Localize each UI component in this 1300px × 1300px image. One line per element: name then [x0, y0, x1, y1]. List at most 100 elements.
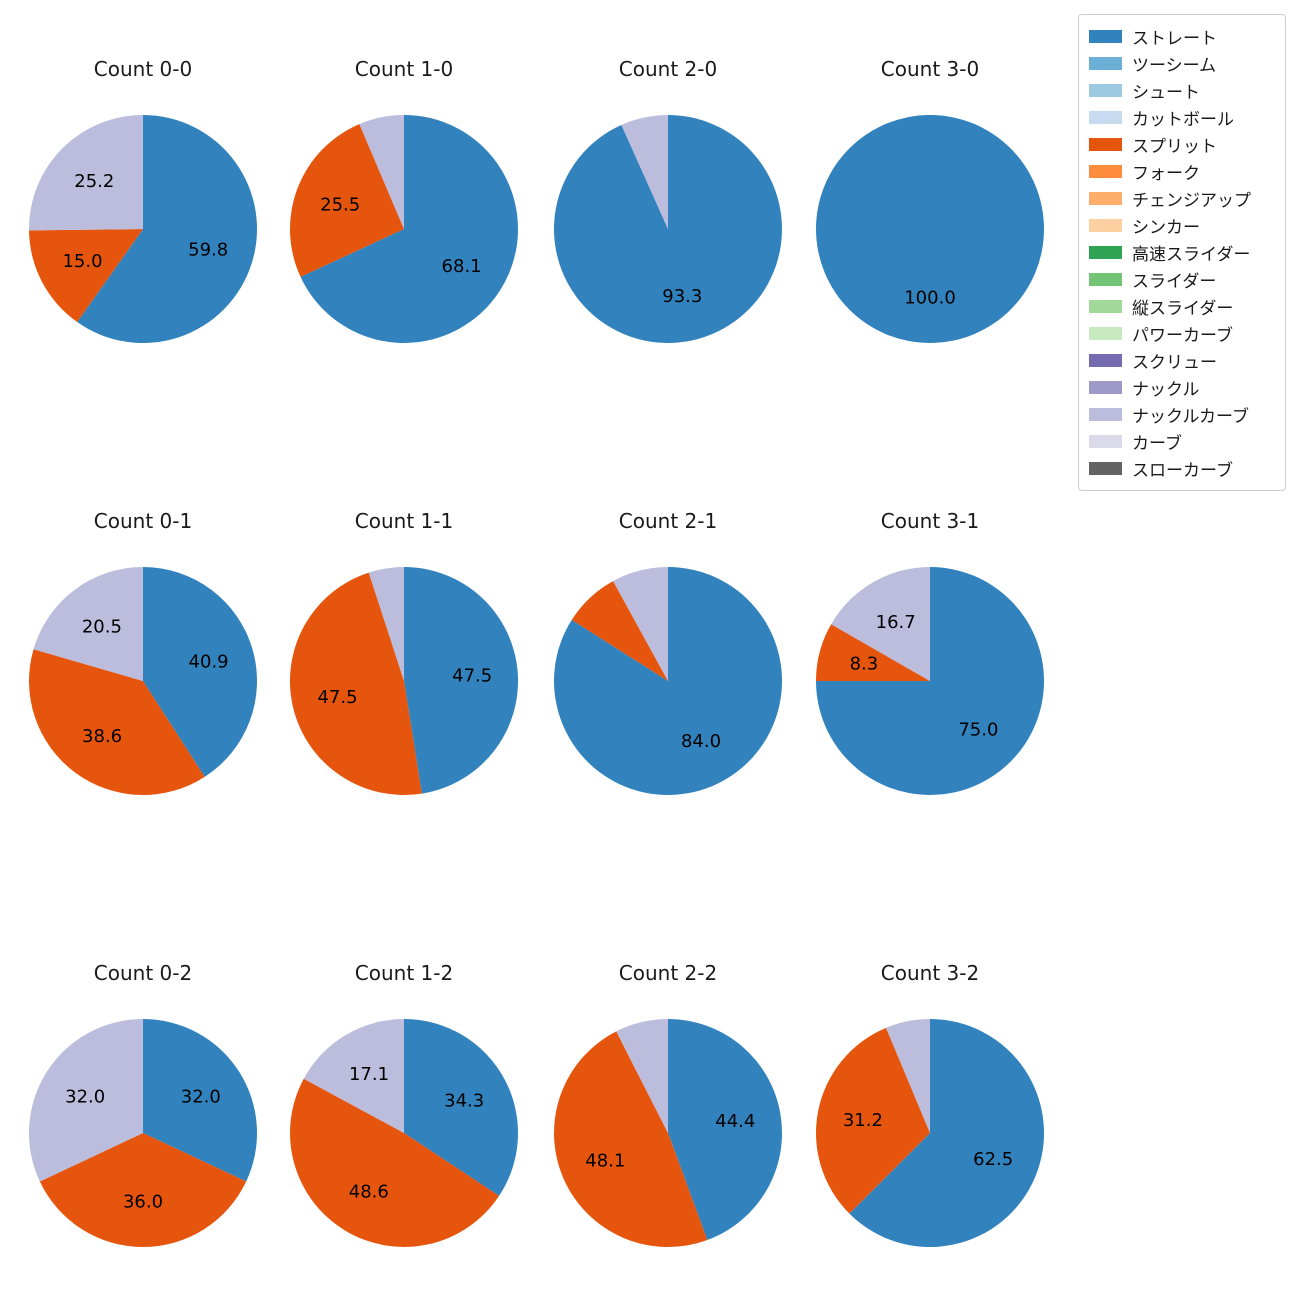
- pie-slice-スプリット: [29, 649, 205, 796]
- pie-title: Count 1-2: [354, 961, 454, 985]
- legend-item-label: シンカー: [1132, 218, 1200, 238]
- pie-slice-スプリット: [816, 624, 930, 681]
- pie-chart-count-2-0: Count 2-0 93.3: [538, 55, 798, 359]
- percent-label: 48.1: [585, 1150, 625, 1171]
- pie-chart-count-1-2: Count 1-2 34.3 48.6 17.1: [274, 959, 534, 1263]
- legend-item: ツーシーム: [1089, 50, 1275, 77]
- pie-slice-ナックルカーブ: [613, 567, 668, 681]
- legend-item: ストレート: [1089, 23, 1275, 50]
- legend-item-label: カーブ: [1132, 434, 1182, 454]
- legend-item: チェンジアップ: [1089, 185, 1275, 212]
- legend-item-label: スライダー: [1132, 272, 1217, 292]
- legend: ストレート ツーシーム シュート カットボール スプリット フォーク チェンジアップ シンカー…: [1078, 14, 1286, 491]
- percent-label: 44.4: [715, 1111, 755, 1132]
- pie-slice-ストレート: [404, 1019, 518, 1196]
- pie-title: Count 2-0: [618, 57, 718, 81]
- legend-color-swatch: [1089, 327, 1122, 340]
- pie-slice-ナックルカーブ: [621, 115, 668, 229]
- legend-color-swatch: [1089, 381, 1122, 394]
- pie-slice-ナックルカーブ: [616, 1019, 668, 1133]
- percent-label: 68.1: [442, 256, 482, 277]
- pie-svg: 100.0: [816, 115, 1044, 343]
- pie-slice-スプリット: [554, 1031, 708, 1247]
- pie-slice-ナックルカーブ: [831, 567, 930, 681]
- pie-svg: 40.9 38.6 20.5: [29, 567, 258, 796]
- pie-chart-count-1-1: Count 1-1 47.5 47.5: [274, 507, 534, 811]
- legend-color-swatch: [1089, 138, 1122, 151]
- legend-item-label: スクリュー: [1132, 353, 1217, 373]
- pie-title: Count 2-1: [618, 509, 718, 533]
- percent-label: 17.1: [349, 1064, 389, 1085]
- legend-item-label: ナックル: [1132, 380, 1200, 400]
- percent-label: 47.5: [452, 666, 492, 687]
- percent-label: 15.0: [62, 251, 102, 272]
- pie-slice-スプリット: [816, 1027, 930, 1214]
- legend-color-swatch: [1089, 246, 1122, 259]
- percent-label: 25.2: [74, 171, 114, 192]
- legend-item-label: カットボール: [1132, 110, 1234, 130]
- percent-label: 84.0: [681, 731, 721, 752]
- pie-slice-ナックルカーブ: [886, 1019, 930, 1133]
- legend-item: シンカー: [1089, 212, 1275, 239]
- percent-label: 40.9: [189, 652, 229, 673]
- pie-chart-count-0-0: Count 0-0 59.8 15.0 25.2: [13, 55, 273, 359]
- pie-slice-ストレート: [77, 115, 258, 343]
- percent-label: 48.6: [349, 1182, 389, 1203]
- pie-slice-スプリット: [289, 572, 422, 796]
- pie-slice-スプリット: [290, 1078, 500, 1247]
- pie-svg: 32.0 36.0 32.0: [28, 1019, 258, 1248]
- percent-label: 32.0: [65, 1086, 105, 1107]
- legend-item: カットボール: [1089, 104, 1275, 131]
- percent-label: 8.3: [850, 653, 879, 674]
- pie-chart-count-1-0: Count 1-0 68.1 25.5: [274, 55, 534, 359]
- legend-color-swatch: [1089, 219, 1122, 232]
- legend-item: パワーカーブ: [1089, 320, 1275, 347]
- legend-item-label: 高速スライダー: [1132, 245, 1251, 265]
- pie-slice-ストレート: [143, 1019, 258, 1182]
- pie-slice-ストレート: [816, 115, 1044, 343]
- pie-svg: 75.0 8.3 16.7: [816, 567, 1044, 795]
- percent-label: 34.3: [444, 1091, 484, 1112]
- legend-item: ナックル: [1089, 374, 1275, 401]
- pie-chart-count-3-1: Count 3-1 75.0 8.3 16.7: [800, 507, 1060, 811]
- pie-title: Count 0-0: [93, 57, 193, 81]
- legend-color-swatch: [1089, 84, 1122, 97]
- pie-slice-ストレート: [143, 567, 258, 777]
- legend-item-label: ナックルカーブ: [1132, 407, 1249, 427]
- legend-color-swatch: [1089, 111, 1122, 124]
- legend-color-swatch: [1089, 462, 1122, 475]
- pie-chart-count-2-2: Count 2-2 44.4 48.1: [538, 959, 798, 1263]
- pie-slice-ストレート: [554, 567, 783, 795]
- pie-slice-スプリット: [39, 1133, 247, 1248]
- pie-slice-ストレート: [668, 1019, 783, 1241]
- legend-item: スクリュー: [1089, 347, 1275, 374]
- legend-color-swatch: [1089, 408, 1122, 421]
- legend-item-label: パワーカーブ: [1132, 326, 1233, 346]
- percent-label: 20.5: [82, 616, 122, 637]
- legend-item: フォーク: [1089, 158, 1275, 185]
- legend-color-swatch: [1089, 354, 1122, 367]
- legend-item: 縦スライダー: [1089, 293, 1275, 320]
- pie-slice-ナックルカーブ: [359, 115, 404, 229]
- pie-svg: 62.5 31.2: [816, 1019, 1045, 1247]
- percent-label: 31.2: [843, 1110, 883, 1131]
- legend-item: スプリット: [1089, 131, 1275, 158]
- legend-color-swatch: [1089, 435, 1122, 448]
- legend-item: 高速スライダー: [1089, 239, 1275, 266]
- pie-slice-ナックルカーブ: [33, 567, 143, 681]
- percent-label: 36.0: [123, 1191, 163, 1212]
- pie-svg: 47.5 47.5: [289, 567, 519, 796]
- legend-item-label: ツーシーム: [1132, 56, 1217, 76]
- percent-label: 47.5: [317, 687, 357, 708]
- pie-svg: 34.3 48.6 17.1: [290, 1019, 518, 1247]
- percent-label: 100.0: [904, 287, 956, 308]
- pie-svg: 59.8 15.0 25.2: [29, 115, 258, 343]
- pie-title: Count 3-1: [880, 509, 980, 533]
- percent-label: 38.6: [82, 726, 122, 747]
- percent-label: 16.7: [876, 612, 916, 633]
- pie-title: Count 0-1: [93, 509, 193, 533]
- percent-label: 62.5: [973, 1149, 1013, 1170]
- percent-label: 32.0: [181, 1086, 221, 1107]
- legend-item-label: ストレート: [1132, 29, 1217, 49]
